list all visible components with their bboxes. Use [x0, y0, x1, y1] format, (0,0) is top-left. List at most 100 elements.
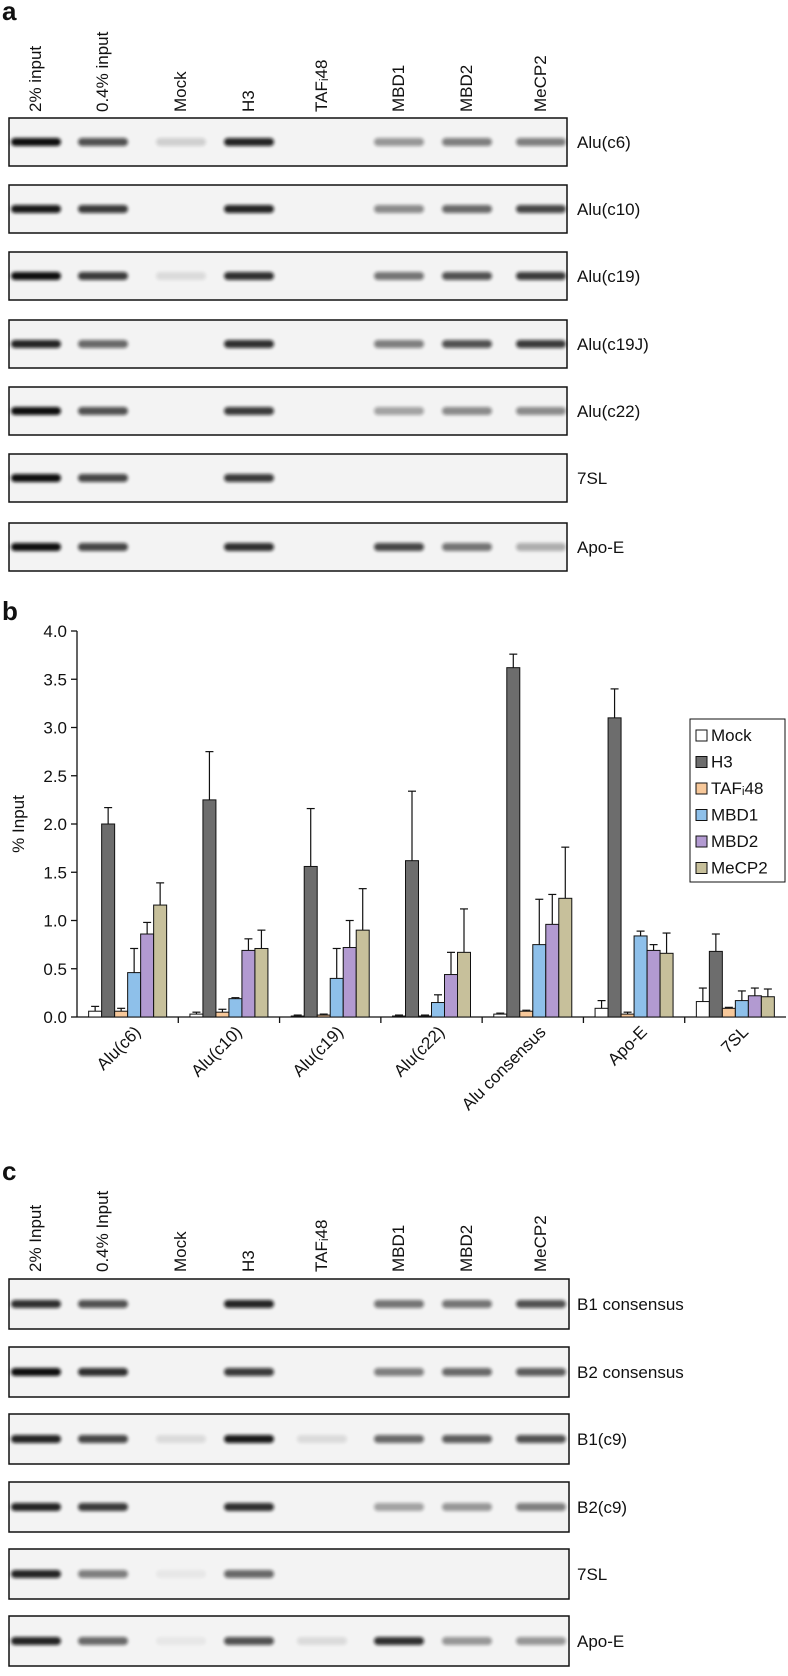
bar: [646, 949, 661, 1018]
gel-band: [374, 1435, 424, 1443]
lane-label: TAFᵢ48: [312, 1220, 331, 1272]
bar: [708, 950, 723, 1018]
gel-band: [224, 272, 274, 280]
bar: [506, 667, 521, 1018]
gel-band: [224, 1300, 274, 1308]
x-tick-label: Alu consensus: [458, 1022, 550, 1114]
y-tick-label: 3.0: [43, 719, 67, 738]
row-label: B1 consensus: [577, 1295, 684, 1314]
legend-label: H3: [711, 753, 733, 772]
gel-band: [156, 1637, 206, 1645]
row-label: Apo-E: [577, 538, 624, 557]
gel-band: [297, 1637, 347, 1645]
bar: [290, 1015, 305, 1018]
bar: [659, 952, 674, 1018]
gel-band: [374, 1637, 424, 1645]
gel-band: [11, 340, 61, 348]
lane-label: MBD1: [389, 1225, 408, 1272]
gel-band: [156, 138, 206, 146]
row-label: Alu(c6): [577, 133, 631, 152]
legend-swatch: [695, 809, 708, 821]
gel-band: [224, 1570, 274, 1578]
gel-band: [78, 340, 128, 348]
gel-band: [11, 1300, 61, 1308]
lane-label: MeCP2: [531, 55, 550, 112]
gel-band: [156, 1435, 206, 1443]
bar: [431, 1002, 445, 1018]
gel-band: [297, 1435, 347, 1443]
gel-band: [11, 272, 61, 280]
gel-band: [374, 340, 424, 348]
gel-band: [78, 474, 128, 482]
gel-band: [11, 474, 61, 482]
bar: [418, 1015, 432, 1018]
lane-label: 2% input: [26, 46, 45, 112]
lane-label: H3: [239, 1250, 258, 1272]
gel-band: [11, 1368, 61, 1376]
gel-band: [224, 407, 274, 415]
legend-swatch: [695, 835, 708, 848]
gel-band: [224, 543, 274, 551]
gel-band: [78, 272, 128, 280]
legend-label: MeCP2: [711, 859, 768, 878]
row-label: Alu(c22): [577, 402, 640, 421]
row-label: 7SL: [577, 469, 607, 488]
lane-label: Mock: [171, 71, 190, 112]
gel-band: [516, 1368, 566, 1376]
gel-band: [374, 138, 424, 146]
gel-band: [516, 272, 566, 280]
gel-band: [78, 205, 128, 213]
gel-band: [11, 205, 61, 213]
bar: [127, 972, 142, 1018]
gel-band: [224, 205, 274, 213]
bar: [444, 974, 458, 1018]
gel-band: [224, 474, 274, 482]
bar: [101, 823, 116, 1018]
bar: [153, 904, 168, 1018]
gel-band: [516, 1435, 566, 1443]
panel-label: a: [2, 0, 17, 26]
bar: [303, 865, 318, 1018]
bar: [607, 717, 622, 1018]
gel-band: [442, 1368, 492, 1376]
legend-swatch: [695, 782, 708, 795]
gel-band: [374, 205, 424, 213]
y-tick-label: 2.5: [43, 767, 67, 786]
legend-swatch: [695, 862, 708, 874]
x-tick-label: 7SL: [717, 1022, 752, 1057]
gel-band: [156, 272, 206, 280]
gel-band: [442, 138, 492, 146]
y-tick-label: 3.5: [43, 670, 67, 689]
gel-band: [442, 205, 492, 213]
bar: [405, 860, 419, 1018]
lane-label: H3: [239, 90, 258, 112]
lane-label: MBD2: [457, 1225, 476, 1272]
gel-band: [78, 1435, 128, 1443]
bar: [202, 799, 217, 1018]
bar: [633, 935, 648, 1018]
y-tick-label: 0.0: [43, 1008, 67, 1027]
gel-band: [374, 407, 424, 415]
gel-band: [11, 543, 61, 551]
bar: [734, 1000, 749, 1018]
gel-band: [224, 1368, 274, 1376]
y-tick-label: 1.0: [43, 912, 67, 931]
lane-label: TAFᵢ48: [312, 60, 331, 112]
gel-band: [442, 543, 492, 551]
gel-band: [156, 1570, 206, 1578]
gel-band: [442, 1503, 492, 1511]
row-label: B2(c9): [577, 1498, 627, 1517]
gel-band: [224, 1503, 274, 1511]
bar: [114, 1010, 129, 1018]
row-label: Alu(c10): [577, 200, 640, 219]
gel-band: [442, 1300, 492, 1308]
bar: [695, 1001, 710, 1018]
bar: [620, 1013, 635, 1018]
legend-label: Mock: [711, 726, 752, 745]
gel-strip: [8, 453, 568, 503]
y-tick-label: 4.0: [43, 622, 67, 641]
gel-band: [11, 1503, 61, 1511]
gel-band: [442, 1435, 492, 1443]
bar: [355, 929, 370, 1018]
